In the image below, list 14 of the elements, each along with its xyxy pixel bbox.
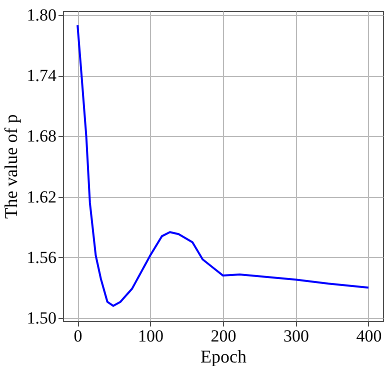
y-tick-label: 1.80 xyxy=(26,6,56,25)
y-axis-title: The value of p xyxy=(0,114,21,219)
x-tick-label: 100 xyxy=(138,326,164,346)
x-tick-label: 0 xyxy=(74,326,82,346)
x-tick-label: 400 xyxy=(356,326,382,346)
y-tick-label: 1.74 xyxy=(26,66,57,86)
y-tick-label: 1.56 xyxy=(26,248,56,267)
line-series xyxy=(76,24,370,307)
y-tick-label: 1.50 xyxy=(26,308,56,328)
x-axis-title: Epoch xyxy=(200,346,246,366)
x-tick-label: 300 xyxy=(283,326,309,346)
y-tick-label: 1.68 xyxy=(26,126,56,146)
x-tick-label: 200 xyxy=(210,326,236,346)
y-tick-label: 1.62 xyxy=(26,187,56,206)
